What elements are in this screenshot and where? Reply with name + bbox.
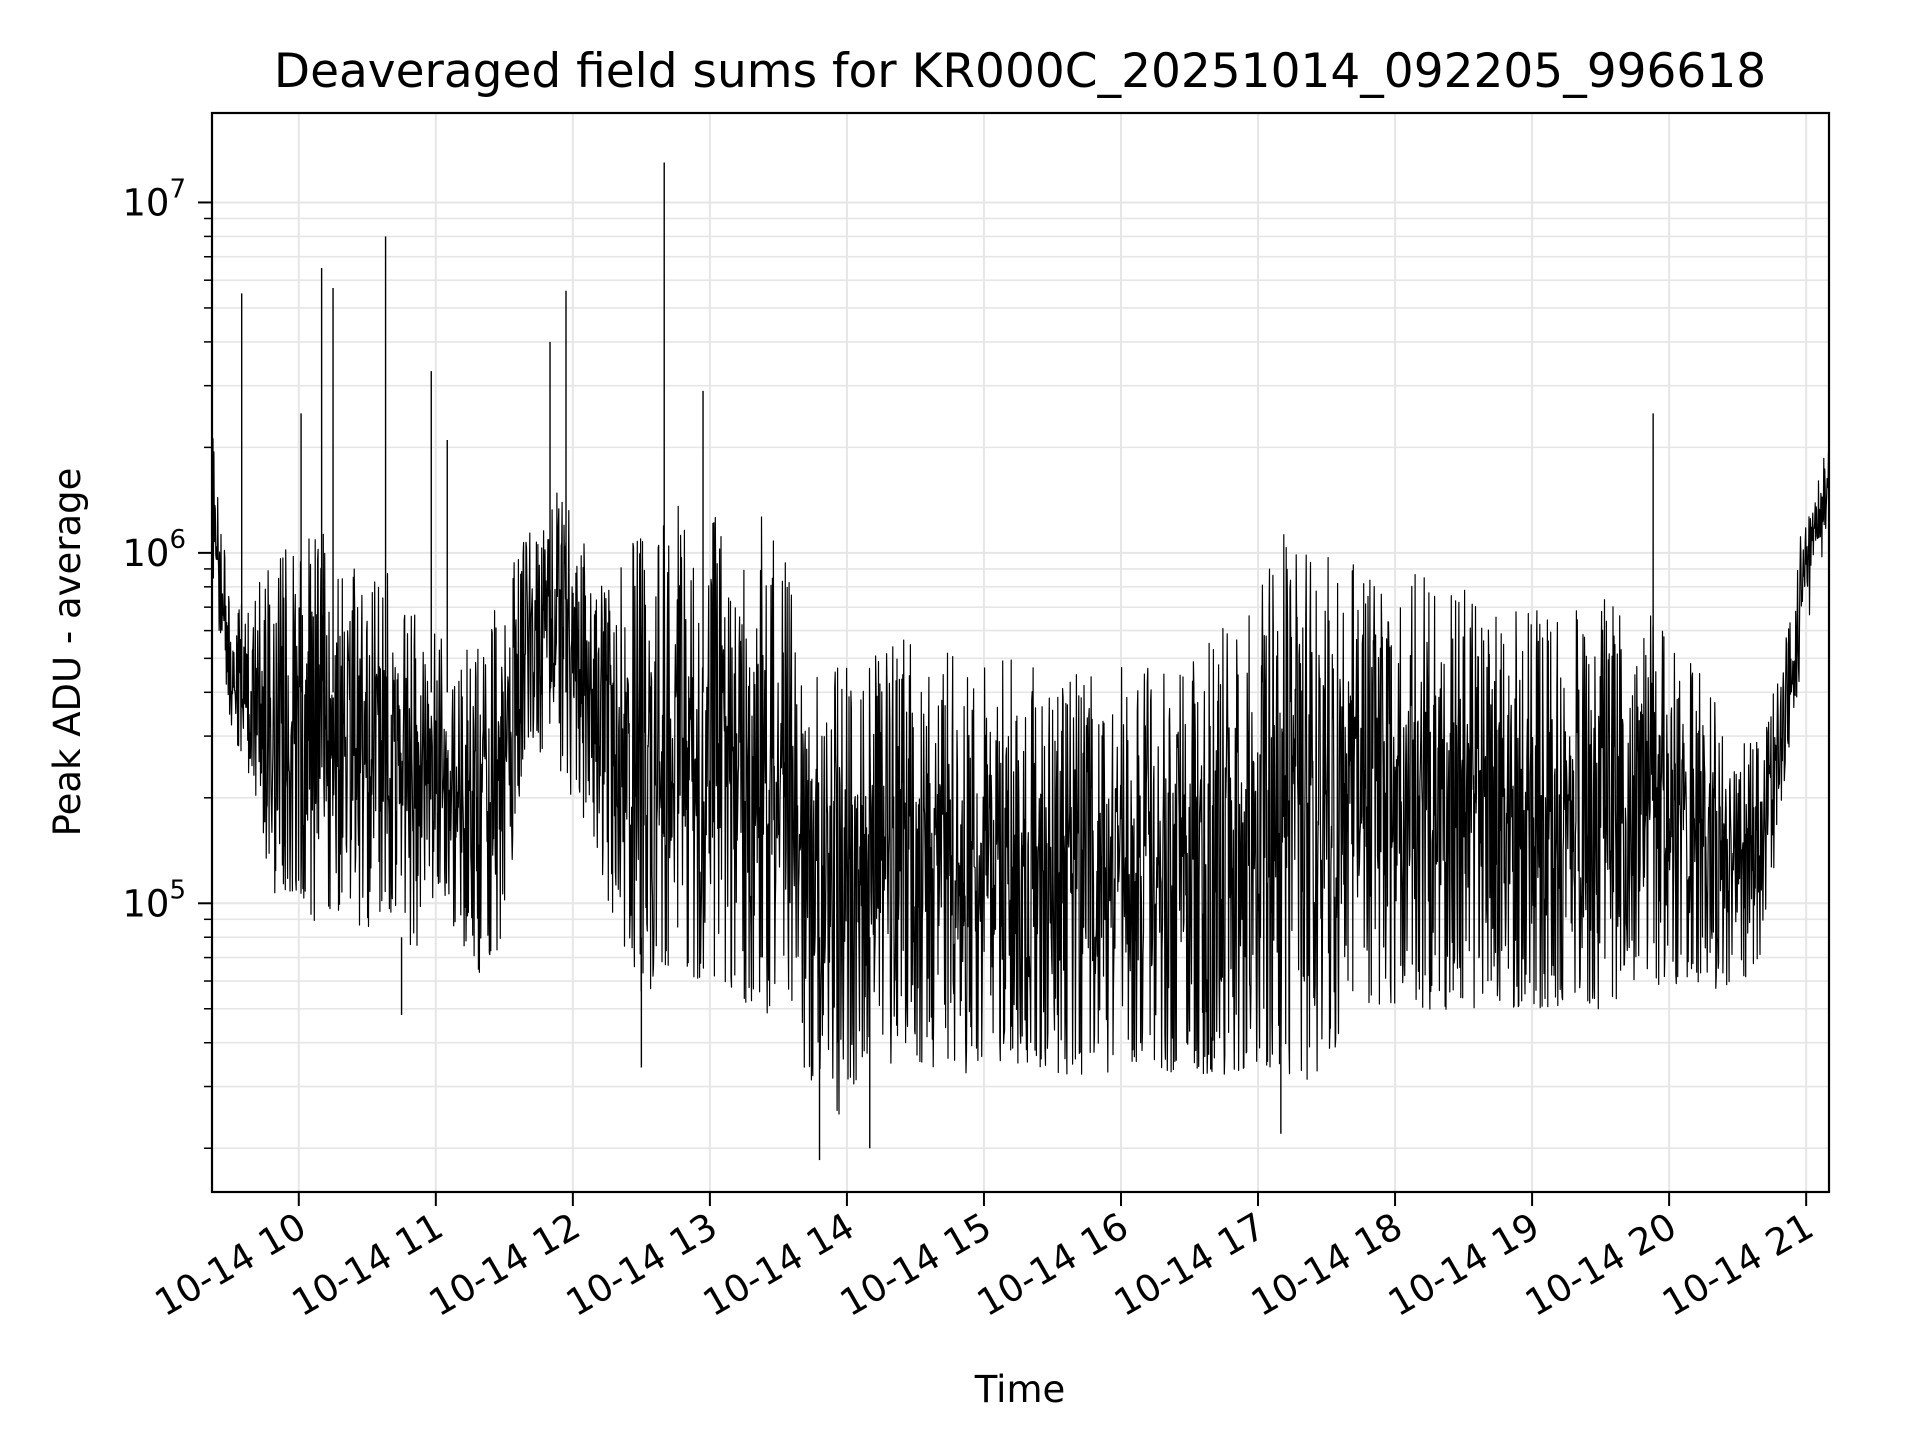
plot-frame <box>210 111 1831 1194</box>
data-series <box>211 162 1830 1161</box>
chart-title: Deaveraged field sums for KR000C_2025101… <box>274 44 1766 99</box>
x-axis-label: Time <box>974 1368 1066 1411</box>
series-line <box>211 438 1830 1115</box>
y-axis-label: Peak ADU - average <box>46 468 89 837</box>
